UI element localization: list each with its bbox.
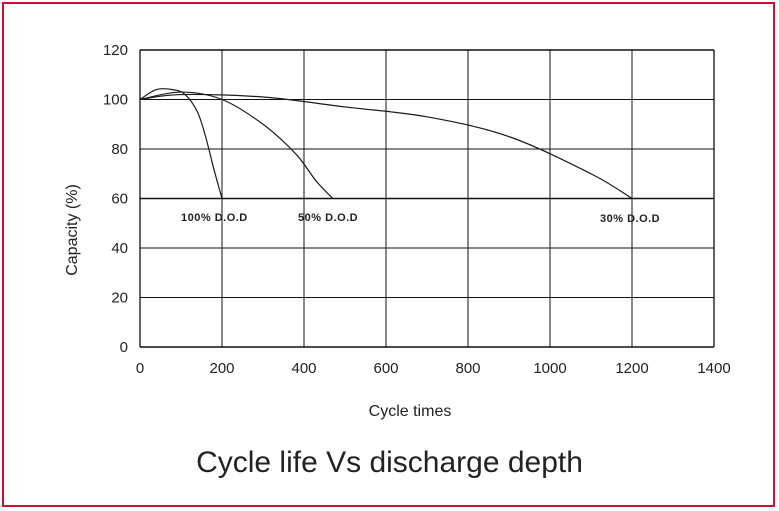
x-tick-label: 1000 bbox=[533, 360, 566, 377]
y-tick-label: 80 bbox=[111, 141, 128, 158]
y-tick-label: 100 bbox=[103, 92, 128, 109]
y-axis-label: Capacity (%) bbox=[64, 184, 81, 276]
x-tick-label: 600 bbox=[373, 360, 398, 377]
series-lines bbox=[139, 88, 633, 200]
series-line-2 bbox=[139, 91, 334, 199]
x-tick-label: 200 bbox=[209, 360, 234, 377]
x-tick-label: 0 bbox=[136, 360, 144, 377]
y-tick-label: 60 bbox=[111, 191, 128, 208]
tick-labels: 0 200 400 600 800 1000 1200 1400 0 20 40 60 80 100 120 bbox=[103, 42, 731, 377]
chart-caption: Cycle life Vs discharge depth bbox=[196, 446, 583, 479]
x-tick-label: 1400 bbox=[697, 360, 730, 377]
y-tick-label: 120 bbox=[103, 42, 128, 59]
x-tick-label: 1200 bbox=[615, 360, 648, 377]
annotation-100-dod: 100% D.O.D bbox=[181, 212, 248, 224]
series-line-3 bbox=[139, 93, 633, 200]
annotation-50-dod: 50% D.O.D bbox=[298, 212, 358, 224]
grid-lines bbox=[139, 49, 715, 348]
y-tick-label: 20 bbox=[111, 290, 128, 307]
x-tick-label: 400 bbox=[291, 360, 316, 377]
x-tick-label: 800 bbox=[455, 360, 480, 377]
series-line-1 bbox=[139, 88, 223, 199]
y-tick-label: 40 bbox=[111, 240, 128, 257]
x-axis-label: Cycle times bbox=[369, 403, 452, 420]
y-tick-label: 0 bbox=[120, 339, 128, 356]
annotation-30-dod: 30% D.O.D bbox=[600, 213, 660, 225]
